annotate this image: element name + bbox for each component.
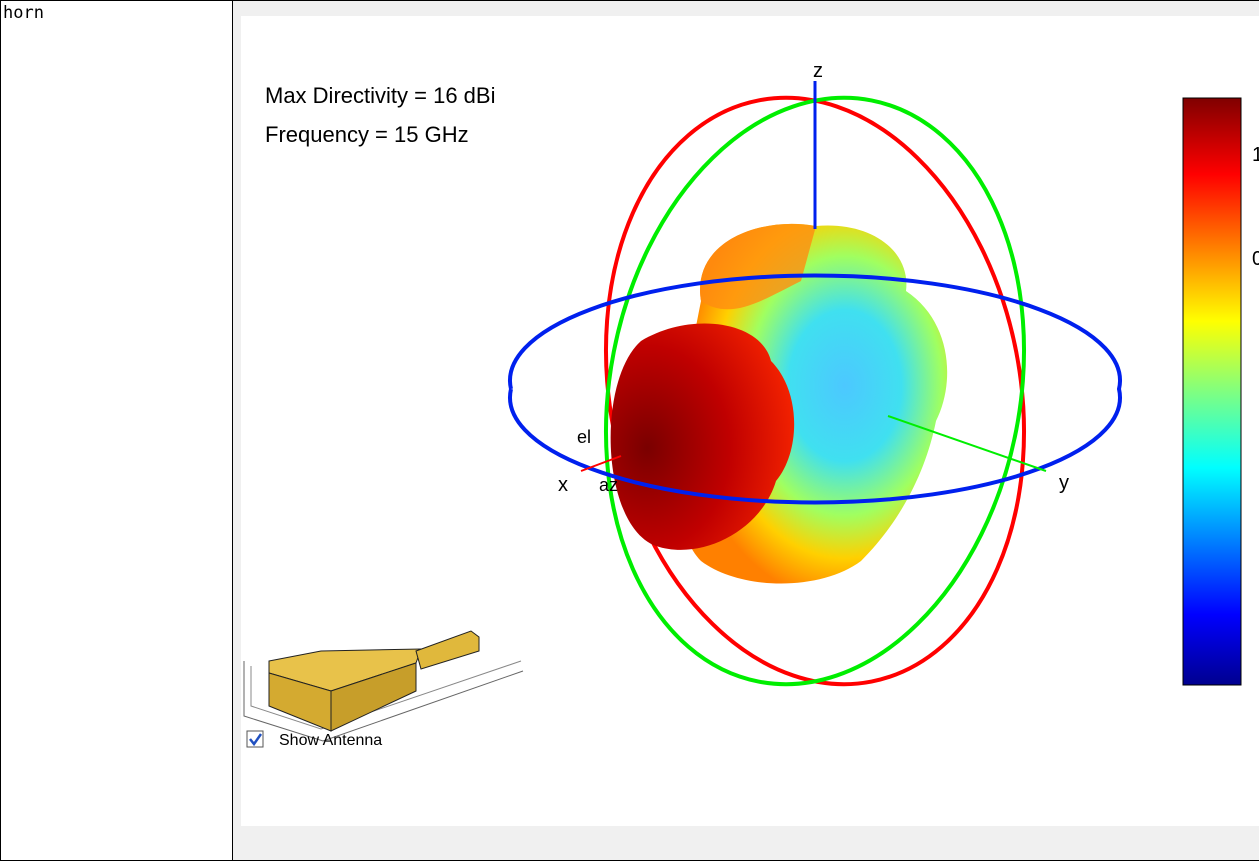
axis-label: z	[813, 60, 823, 82]
colorbar	[1182, 97, 1242, 686]
axis-label: el	[577, 427, 591, 447]
checkbox-label[interactable]: Show Antenna	[279, 732, 382, 749]
x-axis	[580, 455, 622, 472]
azimuth-circle	[508, 273, 1122, 505]
annotation: Frequency = 15 GHz	[265, 122, 469, 147]
checkmark	[249, 733, 263, 747]
pattern-figure: Max Directivity = 16 dBi Frequency = 15 …	[241, 16, 1259, 826]
pattern-body	[700, 223, 816, 310]
elevation-circle	[603, 95, 1027, 687]
axis-label: y	[1059, 472, 1069, 494]
colorbar-label: 0	[1252, 248, 1259, 270]
antenna-name: horn	[3, 3, 44, 23]
colorbar-label: 1	[1252, 144, 1259, 166]
name-cell: horn	[0, 0, 232, 861]
axis-label: x	[558, 474, 568, 496]
pattern-cell: Max Directivity = 16 dBi Frequency = 15 …	[232, 0, 1259, 861]
axis-label: az	[599, 475, 618, 495]
antenna-preview	[243, 630, 524, 742]
main-lobe	[610, 323, 795, 550]
y-axis	[887, 415, 1047, 472]
annotation: Max Directivity = 16 dBi	[265, 83, 495, 108]
